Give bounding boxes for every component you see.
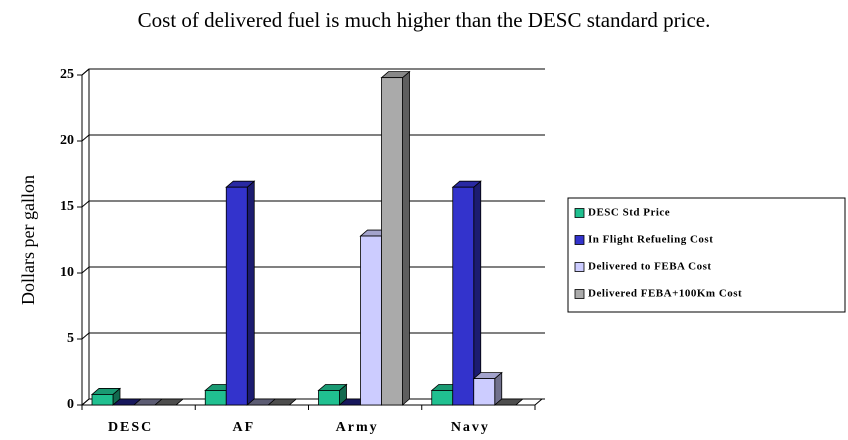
bar-front [318,390,340,406]
legend-swatch [574,289,585,299]
bar [451,180,482,406]
bar-side [246,180,255,406]
bar [90,387,122,406]
y-tick-label: 10 [60,265,74,280]
legend-label: In Flight Refueling Cost [588,234,713,246]
bar-front [91,394,114,406]
x-tick-label: AF [233,420,256,435]
legend-box [567,197,846,313]
bar [380,70,411,406]
legend-label: Delivered FEBA+100Km Cost [588,288,742,300]
bar-front [473,378,496,406]
bar-front [204,390,227,406]
y-tick-label: 5 [67,331,74,346]
y-axis-label: Dollars per gallon [18,175,38,305]
grid-line [81,68,545,76]
legend-label: DESC Std Price [588,207,670,219]
y-tick-label: 20 [60,133,74,148]
bar [493,398,524,406]
grid-line [81,134,545,142]
bar [153,398,185,406]
bar [267,398,298,406]
bar [317,383,348,406]
legend-swatch [574,235,585,245]
bar [472,371,503,406]
x-tick-label: Navy [451,420,490,435]
bar-front [452,186,475,406]
legend-swatch [574,262,585,272]
bar-top [153,398,185,406]
bar-front [225,186,248,406]
x-tick-label: DESC [108,420,153,435]
y-tick-label: 0 [67,397,74,412]
y-tick-label: 15 [60,199,74,214]
bar-side [402,70,410,406]
legend-label: Delivered to FEBA Cost [588,261,712,273]
x-tick-label: Army [336,420,379,435]
legend-swatch [574,208,585,218]
bar-front [431,390,454,406]
bar-top [493,398,524,406]
bar [225,180,256,406]
chart-title: Cost of delivered fuel is much higher th… [138,8,711,32]
bar-top [267,398,298,406]
bar-front [360,235,382,406]
bar-side [473,180,482,406]
bar-front [381,77,403,406]
y-tick-label: 25 [60,67,74,82]
